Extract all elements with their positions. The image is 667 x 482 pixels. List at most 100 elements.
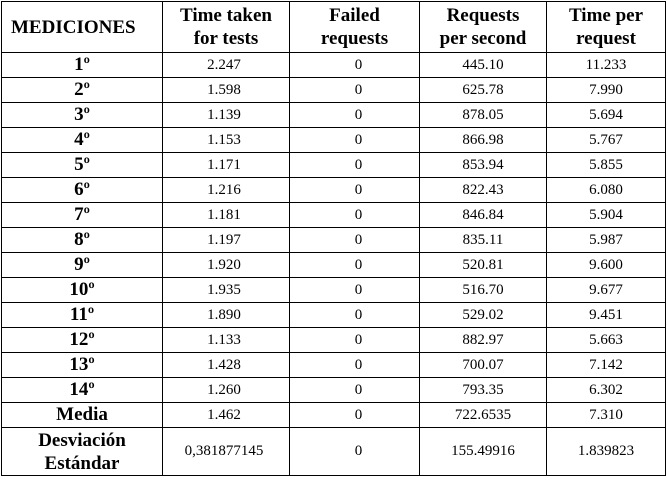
cell-time-per-request: 5.904: [546, 202, 666, 228]
row-label: 2º: [1, 77, 163, 103]
cell-requests-per-second: 516.70: [419, 277, 547, 303]
table-row: 2º 1.598 0 625.78 7.990: [1, 77, 666, 103]
table-row: 4º 1.153 0 866.98 5.767: [1, 127, 666, 153]
cell-requests-per-second: 625.78: [419, 77, 547, 103]
cell-failed-requests: 0: [289, 252, 420, 278]
cell-requests-per-second: 822.43: [419, 177, 547, 203]
cell-requests-per-second: 445.10: [419, 52, 547, 78]
cell-time-taken: 1.139: [162, 102, 290, 128]
header-time-taken-line-1: Time taken: [179, 5, 272, 26]
header-failed-requests: Failed requests: [289, 1, 420, 53]
row-label: 6º: [1, 177, 163, 203]
desviacion-label: Desviación Estándar: [1, 427, 163, 476]
cell-time-per-request: 5.663: [546, 327, 666, 353]
header-tpr-line-1: Time per: [568, 5, 644, 26]
cell-requests-per-second: 520.81: [419, 252, 547, 278]
header-time-taken: Time taken for tests: [162, 1, 290, 53]
cell-time-per-request: 9.451: [546, 302, 666, 328]
table-row: 11º 1.890 0 529.02 9.451: [1, 302, 666, 328]
desviacion-requests-per-second: 155.49916: [419, 427, 547, 476]
header-rps-line-1: Requests: [446, 5, 520, 26]
media-time-taken: 1.462: [162, 402, 290, 428]
cell-time-taken: 1.133: [162, 327, 290, 353]
cell-time-per-request: 9.677: [546, 277, 666, 303]
cell-time-taken: 1.260: [162, 377, 290, 403]
cell-time-per-request: 5.987: [546, 227, 666, 253]
table-row: 8º 1.197 0 835.11 5.987: [1, 227, 666, 253]
header-time-per-request: Time per request: [546, 1, 666, 53]
row-label: 4º: [1, 127, 163, 153]
table-row: 12º 1.133 0 882.97 5.663: [1, 327, 666, 353]
cell-failed-requests: 0: [289, 177, 420, 203]
cell-failed-requests: 0: [289, 52, 420, 78]
row-label: 3º: [1, 102, 163, 128]
cell-time-taken: 1.181: [162, 202, 290, 228]
table-row: 10º 1.935 0 516.70 9.677: [1, 277, 666, 303]
table-row: 7º 1.181 0 846.84 5.904: [1, 202, 666, 228]
row-label: 1º: [1, 52, 163, 78]
row-label: 8º: [1, 227, 163, 253]
cell-time-per-request: 11.233: [546, 52, 666, 78]
cell-requests-per-second: 882.97: [419, 327, 547, 353]
cell-requests-per-second: 835.11: [419, 227, 547, 253]
cell-time-per-request: 5.855: [546, 152, 666, 178]
cell-requests-per-second: 853.94: [419, 152, 547, 178]
cell-requests-per-second: 846.84: [419, 202, 547, 228]
cell-time-taken: 1.216: [162, 177, 290, 203]
desviacion-time-per-request: 1.839823: [546, 427, 666, 476]
cell-time-per-request: 6.302: [546, 377, 666, 403]
row-label: 13º: [1, 352, 163, 378]
table-row: 1º 2.247 0 445.10 11.233: [1, 52, 666, 78]
cell-time-per-request: 7.990: [546, 77, 666, 103]
row-label: 9º: [1, 252, 163, 278]
desviacion-time-taken: 0,381877145: [162, 427, 290, 476]
cell-time-taken: 1.935: [162, 277, 290, 303]
row-label: 7º: [1, 202, 163, 228]
header-mediciones: MEDICIONES: [1, 1, 163, 53]
table-row: 6º 1.216 0 822.43 6.080: [1, 177, 666, 203]
media-time-per-request: 7.310: [546, 402, 666, 428]
header-tpr-line-2: request: [576, 28, 636, 49]
header-time-taken-line-2: for tests: [193, 28, 259, 49]
media-requests-per-second: 722.6535: [419, 402, 547, 428]
header-requests-per-second: Requests per second: [419, 1, 547, 53]
row-label: 14º: [1, 377, 163, 403]
cell-requests-per-second: 793.35: [419, 377, 547, 403]
row-label: 12º: [1, 327, 163, 353]
table-row: 14º 1.260 0 793.35 6.302: [1, 377, 666, 403]
desviacion-label-line-1: Desviación: [38, 429, 126, 451]
cell-time-taken: 2.247: [162, 52, 290, 78]
table-row: 5º 1.171 0 853.94 5.855: [1, 152, 666, 178]
cell-requests-per-second: 529.02: [419, 302, 547, 328]
table-body: 1º 2.247 0 445.10 11.233 2º 1.598 0 625.…: [1, 52, 666, 476]
table-header: MEDICIONES Time taken for tests Failed r…: [1, 1, 666, 53]
cell-time-per-request: 9.600: [546, 252, 666, 278]
cell-requests-per-second: 878.05: [419, 102, 547, 128]
cell-failed-requests: 0: [289, 77, 420, 103]
cell-time-taken: 1.920: [162, 252, 290, 278]
cell-failed-requests: 0: [289, 277, 420, 303]
header-rps-line-2: per second: [439, 28, 527, 49]
header-row: MEDICIONES Time taken for tests Failed r…: [1, 1, 666, 53]
cell-time-per-request: 5.694: [546, 102, 666, 128]
media-failed-requests: 0: [289, 402, 420, 428]
cell-time-taken: 1.197: [162, 227, 290, 253]
cell-time-taken: 1.171: [162, 152, 290, 178]
header-failed-line-1: Failed: [329, 5, 380, 26]
table-row: 3º 1.139 0 878.05 5.694: [1, 102, 666, 128]
cell-failed-requests: 0: [289, 102, 420, 128]
header-failed-line-2: requests: [320, 28, 389, 49]
cell-time-taken: 1.890: [162, 302, 290, 328]
cell-failed-requests: 0: [289, 152, 420, 178]
table-row: 9º 1.920 0 520.81 9.600: [1, 252, 666, 278]
cell-failed-requests: 0: [289, 327, 420, 353]
cell-requests-per-second: 866.98: [419, 127, 547, 153]
media-row: Media 1.462 0 722.6535 7.310: [1, 402, 666, 428]
cell-time-per-request: 7.142: [546, 352, 666, 378]
desviacion-failed-requests: 0: [289, 427, 420, 476]
cell-failed-requests: 0: [289, 227, 420, 253]
row-label: 11º: [1, 302, 163, 328]
cell-failed-requests: 0: [289, 377, 420, 403]
cell-time-taken: 1.153: [162, 127, 290, 153]
